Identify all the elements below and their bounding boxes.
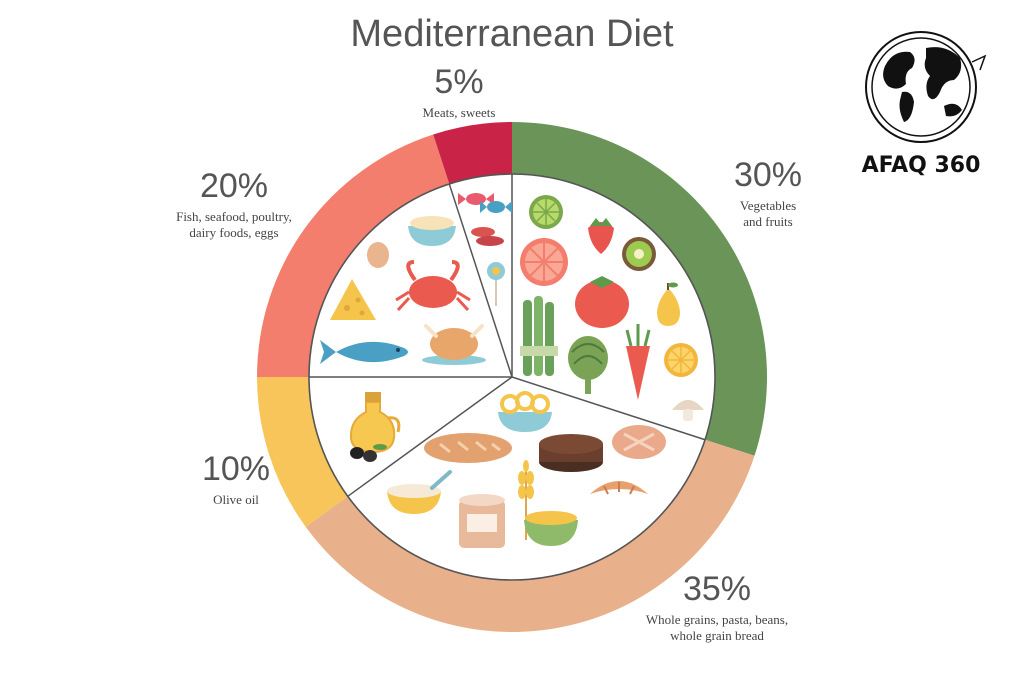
fish-icon: [320, 340, 408, 364]
tomato-icon: [575, 276, 629, 328]
logo-text: AFAQ 360: [862, 153, 981, 178]
slice-category-label: Vegetables: [740, 198, 796, 213]
slice-category-label: Fish, seafood, poultry,: [176, 209, 292, 224]
slice-category-label: whole grain bread: [670, 628, 764, 643]
pie-ring: [257, 122, 767, 633]
pie-slice: [512, 122, 767, 456]
yogurt-bowl-icon: [408, 216, 456, 246]
sector-divider: [448, 183, 513, 378]
logo: AFAQ 360: [862, 31, 987, 178]
slice-percent-label: 20%: [200, 167, 268, 205]
sector-divider: [511, 376, 706, 441]
slice-percent-label: 5%: [434, 63, 483, 101]
slice-percent-label: 30%: [734, 156, 802, 194]
candy-icon: [458, 193, 512, 213]
pie-slice: [433, 122, 512, 184]
wheat-icon: [518, 460, 534, 540]
sector-dividers: [309, 174, 706, 497]
chart-title: Mediterranean Diet: [350, 13, 674, 55]
olive-oil-icons: [349, 392, 401, 462]
slice-category-label: dairy foods, eggs: [189, 225, 278, 240]
cereal-bowl-icon: [524, 511, 578, 546]
croissant-icon: [590, 481, 648, 495]
artichoke-icon: [568, 336, 608, 394]
carrot-icon: [625, 324, 651, 400]
pie-slice: [257, 377, 348, 527]
oil-jug-icon: [349, 392, 401, 454]
orange-slice-icon: [664, 343, 698, 377]
roast-chicken-icon: [422, 324, 486, 365]
olives-icon: [350, 444, 387, 462]
flour-jar-icon: [459, 494, 505, 548]
slice-category-label: Olive oil: [213, 492, 259, 507]
porridge-icon: [387, 470, 452, 514]
pasta-bowl-icon: [498, 391, 552, 432]
pear-icon: [657, 282, 680, 326]
slice-category-label: Whole grains, pasta, beans,: [646, 612, 788, 627]
grains-icons: [387, 391, 666, 548]
sector-divider: [347, 376, 513, 497]
slice-category-label: Meats, sweets: [423, 105, 496, 120]
egg-icon: [367, 242, 389, 268]
strawberry-icon: [588, 218, 614, 254]
sausage-icon: [471, 227, 504, 246]
cheese-icon: [330, 279, 376, 320]
grapefruit-icon: [520, 238, 568, 286]
slice-percent-label: 10%: [202, 450, 270, 488]
mushroom-icon: [672, 400, 704, 421]
rye-bread-icon: [539, 434, 603, 472]
vegetables-icons: [520, 195, 704, 421]
round-bread-icon: [612, 425, 666, 459]
lollipop-icon: [487, 262, 505, 306]
protein-icons: [320, 216, 486, 365]
lime-icon: [529, 195, 563, 229]
slice-category-label: and fruits: [743, 214, 792, 229]
pie-slice: [257, 134, 450, 377]
bread-loaf-icon: [424, 433, 512, 463]
crab-icon: [395, 260, 471, 312]
slice-percent-label: 35%: [683, 570, 751, 608]
globe-icon: [865, 31, 987, 143]
kiwi-icon: [622, 237, 656, 271]
pie-slice: [305, 439, 755, 633]
asparagus-icon: [520, 296, 558, 376]
sweets-icons: [458, 193, 512, 306]
